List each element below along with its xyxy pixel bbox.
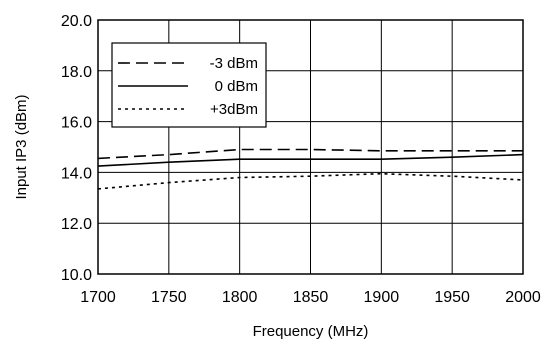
- x-tick-label: 1750: [151, 289, 187, 306]
- x-tick-label: 1700: [80, 289, 116, 306]
- x-tick-label: 1900: [364, 289, 400, 306]
- series-line-solid: [97, 153, 524, 167]
- legend-box: [111, 42, 267, 128]
- legend: -3 dBm 0 dBm +3dBm: [111, 42, 267, 128]
- series-line-dotted: [97, 172, 524, 190]
- y-tick-label: 16.0: [61, 115, 92, 132]
- y-tick-label: 10.0: [61, 267, 92, 284]
- y-tick-label: 14.0: [61, 165, 92, 182]
- y-tick-label: 18.0: [61, 64, 92, 81]
- x-tick-label: 2000: [505, 289, 541, 306]
- x-axis-tick-labels: 1700 1750 1800 1850 1900 1950 2000: [80, 289, 541, 306]
- x-tick-label: 1950: [434, 289, 470, 306]
- y-axis-tick-labels: 10.0 12.0 14.0 16.0 18.0 20.0: [61, 13, 92, 284]
- x-tick-label: 1850: [293, 289, 329, 306]
- legend-label-0dbm: 0 dBm: [215, 78, 258, 95]
- x-tick-label: 1800: [222, 289, 258, 306]
- x-axis-label: Frequency (MHz): [253, 323, 369, 340]
- y-tick-label: 12.0: [61, 216, 92, 233]
- legend-label-plus3dbm: +3dBm: [210, 101, 258, 118]
- series-lines: [97, 148, 524, 190]
- legend-label-minus3dbm: -3 dBm: [210, 55, 258, 72]
- plot-area-frame: [97, 19, 524, 275]
- y-tick-label: 20.0: [61, 13, 92, 30]
- y-axis-label: Input IP3 (dBm): [13, 94, 30, 199]
